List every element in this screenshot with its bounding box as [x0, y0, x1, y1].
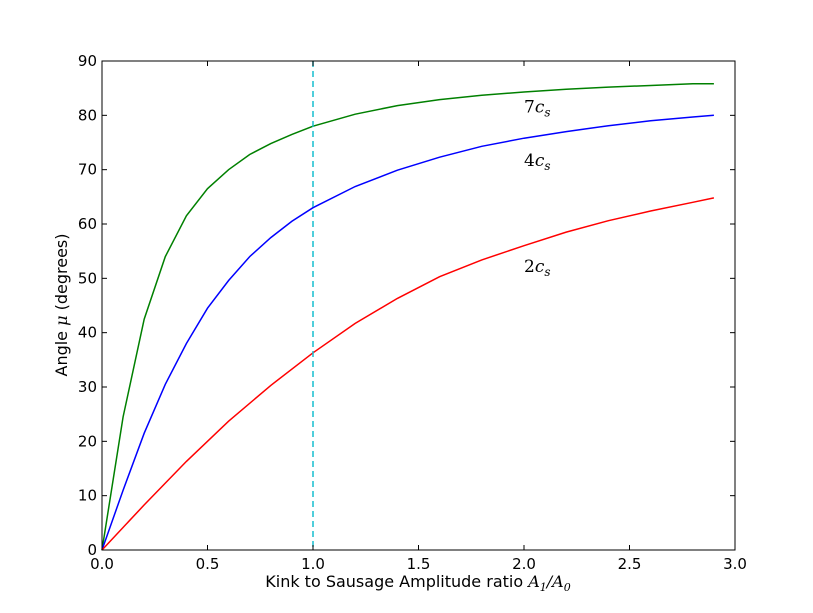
series-label-1: 7cs: [524, 98, 551, 120]
y-tick-label: 0: [87, 541, 97, 559]
x-tick-label: 1.5: [407, 555, 431, 573]
y-tick-label: 40: [78, 324, 97, 342]
x-tick-label: 0.5: [196, 555, 220, 573]
series-label-3: 2cs: [524, 257, 551, 279]
y-axis-label: Angle μ (degrees): [52, 233, 71, 376]
y-tick-label: 60: [78, 215, 97, 233]
y-tick-label: 80: [78, 106, 97, 124]
y-tick-label: 50: [78, 269, 97, 287]
series-line-3: [101, 197, 715, 551]
plot-background: [102, 61, 735, 550]
series-label-2: 4cs: [524, 151, 551, 173]
y-tick-label: 70: [78, 161, 97, 179]
y-tick-label: 30: [78, 378, 97, 396]
x-tick-label: 0.0: [90, 555, 114, 573]
series-line-2: [101, 114, 714, 551]
series-labels-layer: 7cs 4cs 2cs: [524, 98, 551, 279]
x-tick-label: 2.0: [512, 555, 536, 573]
x-axis-label: Kink to Sausage Amplitude ratio A1/A0: [265, 572, 570, 594]
y-tick-label: 90: [78, 52, 97, 70]
y-tick-label: 10: [78, 487, 97, 505]
x-tick-label: 1.0: [301, 555, 325, 573]
ticks-layer: 0.0 0.5 1.0 1.5 2.0 2.5 3.0 0 10 20 30 40 50 60 70 80 90: [78, 52, 747, 573]
x-tick-label: 2.5: [618, 555, 642, 573]
y-tick-label: 20: [78, 432, 97, 450]
x-tick-label: 3.0: [723, 555, 747, 573]
